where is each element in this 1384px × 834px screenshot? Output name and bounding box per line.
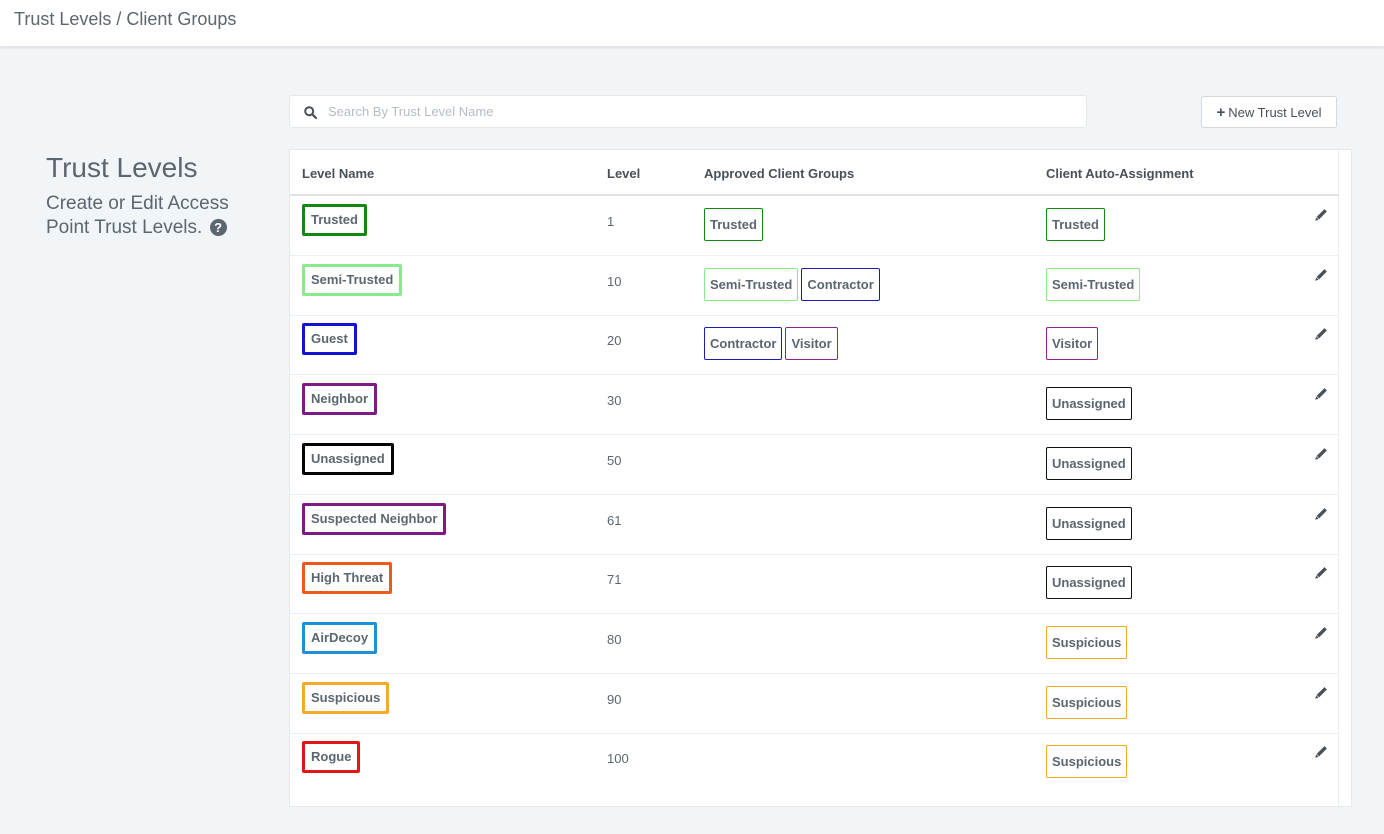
level-value: 20	[607, 333, 622, 349]
table-row: Suspected Neighbor 61 Unassigned	[290, 495, 1339, 555]
auto-assignment-tag: Trusted	[1046, 208, 1105, 241]
client-group-tag: Trusted	[704, 208, 763, 241]
pencil-icon[interactable]	[1312, 387, 1328, 403]
client-group-tag: Contractor	[801, 267, 880, 301]
page-description: Create or Edit Access Point Trust Levels…	[46, 192, 246, 240]
trust-levels-table: Level Name Level Approved Client Groups …	[289, 149, 1352, 807]
breadcrumb: Trust Levels / Client Groups	[14, 9, 237, 29]
level-name-badge: Trusted	[302, 204, 367, 236]
auto-assignment-tag: Suspicious	[1046, 625, 1128, 659]
client-group-tag: Semi-Trusted	[704, 267, 799, 301]
auto-assignment-tag: Visitor	[1046, 327, 1099, 361]
auto-assignment-tag: Unassigned	[1046, 387, 1132, 421]
client-auto-assignment: Suspicious	[1046, 745, 1128, 779]
client-auto-assignment: Unassigned	[1046, 446, 1132, 480]
pencil-icon[interactable]	[1312, 626, 1328, 642]
pencil-icon[interactable]	[1312, 327, 1328, 343]
approved-client-groups: Semi-Trusted Contractor	[704, 267, 880, 301]
level-name-badge: Rogue	[302, 741, 361, 774]
pencil-icon[interactable]	[1312, 686, 1328, 702]
level-value: 30	[607, 393, 622, 409]
search-box	[289, 95, 1087, 128]
search-input[interactable]	[328, 96, 1068, 127]
approved-client-groups: Trusted	[704, 208, 763, 241]
auto-assignment-tag: Unassigned	[1046, 506, 1132, 540]
level-value: 71	[607, 572, 622, 588]
pencil-icon[interactable]	[1312, 745, 1328, 761]
table-row: Unassigned 50 Unassigned	[290, 435, 1339, 495]
client-auto-assignment: Trusted	[1046, 208, 1105, 241]
new-trust-level-label: New Trust Level	[1228, 104, 1322, 120]
table-header: Level Name Level Approved Client Groups …	[290, 150, 1339, 196]
auto-assignment-tag: Suspicious	[1046, 685, 1128, 719]
table-row: High Threat 71 Unassigned	[290, 554, 1339, 615]
client-auto-assignment: Unassigned	[1046, 387, 1132, 421]
client-group-tag: Contractor	[704, 327, 783, 361]
pencil-icon[interactable]	[1312, 268, 1328, 284]
level-value: 50	[607, 452, 622, 468]
client-auto-assignment: Semi-Trusted	[1046, 267, 1141, 301]
auto-assignment-tag: Unassigned	[1046, 446, 1132, 480]
column-header-client-auto-assignment: Client Auto-Assignment	[1046, 166, 1194, 181]
pencil-icon[interactable]	[1312, 566, 1328, 582]
client-auto-assignment: Suspicious	[1046, 625, 1128, 659]
help-icon[interactable]: ?	[209, 219, 227, 236]
level-value: 90	[607, 691, 622, 707]
level-name-badge: Guest	[302, 323, 357, 356]
auto-assignment-tag: Suspicious	[1046, 745, 1128, 779]
level-name-badge: Semi-Trusted	[302, 263, 403, 296]
approved-client-groups: Contractor Visitor	[704, 327, 838, 361]
level-value: 100	[607, 751, 629, 767]
level-value: 10	[607, 273, 622, 289]
pencil-icon[interactable]	[1312, 447, 1328, 463]
client-auto-assignment: Unassigned	[1046, 506, 1132, 540]
level-name-badge: Suspected Neighbor	[302, 502, 447, 535]
column-header-approved-client-groups: Approved Client Groups	[704, 166, 855, 181]
pencil-icon[interactable]	[1312, 208, 1328, 224]
level-value: 61	[607, 512, 622, 528]
client-auto-assignment: Unassigned	[1046, 566, 1132, 600]
client-group-tag: Visitor	[785, 327, 838, 361]
level-value: 80	[607, 631, 622, 647]
level-name-badge: High Threat	[302, 562, 393, 595]
column-header-level-name: Level Name	[302, 166, 375, 181]
level-name-badge: Unassigned	[302, 442, 394, 475]
table-row: Suspicious 90 Suspicious	[290, 674, 1339, 734]
page-title: Trust Levels	[46, 152, 198, 183]
plus-icon: +	[1216, 103, 1226, 121]
column-header-level: Level	[607, 166, 641, 181]
pencil-icon[interactable]	[1312, 507, 1328, 523]
table-row: Trusted 1 Trusted Trusted	[290, 196, 1339, 256]
table-row: Guest 20 Contractor Visitor Visitor	[290, 315, 1339, 376]
level-name-badge: Neighbor	[302, 383, 378, 416]
page-description-text: Create or Edit Access Point Trust Levels…	[46, 193, 229, 238]
top-bar: Trust Levels / Client Groups	[0, 0, 1384, 47]
table-row: Semi-Trusted 10 Semi-Trusted Contractor Semi…	[290, 256, 1339, 316]
table-row: AirDecoy 80 Suspicious	[290, 614, 1339, 674]
new-trust-level-button[interactable]: + New Trust Level	[1201, 96, 1337, 128]
client-auto-assignment: Visitor	[1046, 327, 1099, 361]
table-row: Neighbor 30 Unassigned	[290, 375, 1339, 436]
table-row: Rogue 100 Suspicious	[290, 733, 1339, 793]
level-name-badge: Suspicious	[302, 681, 390, 714]
auto-assignment-tag: Semi-Trusted	[1046, 267, 1141, 301]
search-icon	[304, 106, 317, 119]
auto-assignment-tag: Unassigned	[1046, 566, 1132, 600]
level-name-badge: AirDecoy	[302, 621, 378, 654]
client-auto-assignment: Suspicious	[1046, 685, 1128, 719]
level-value: 1	[607, 214, 615, 229]
